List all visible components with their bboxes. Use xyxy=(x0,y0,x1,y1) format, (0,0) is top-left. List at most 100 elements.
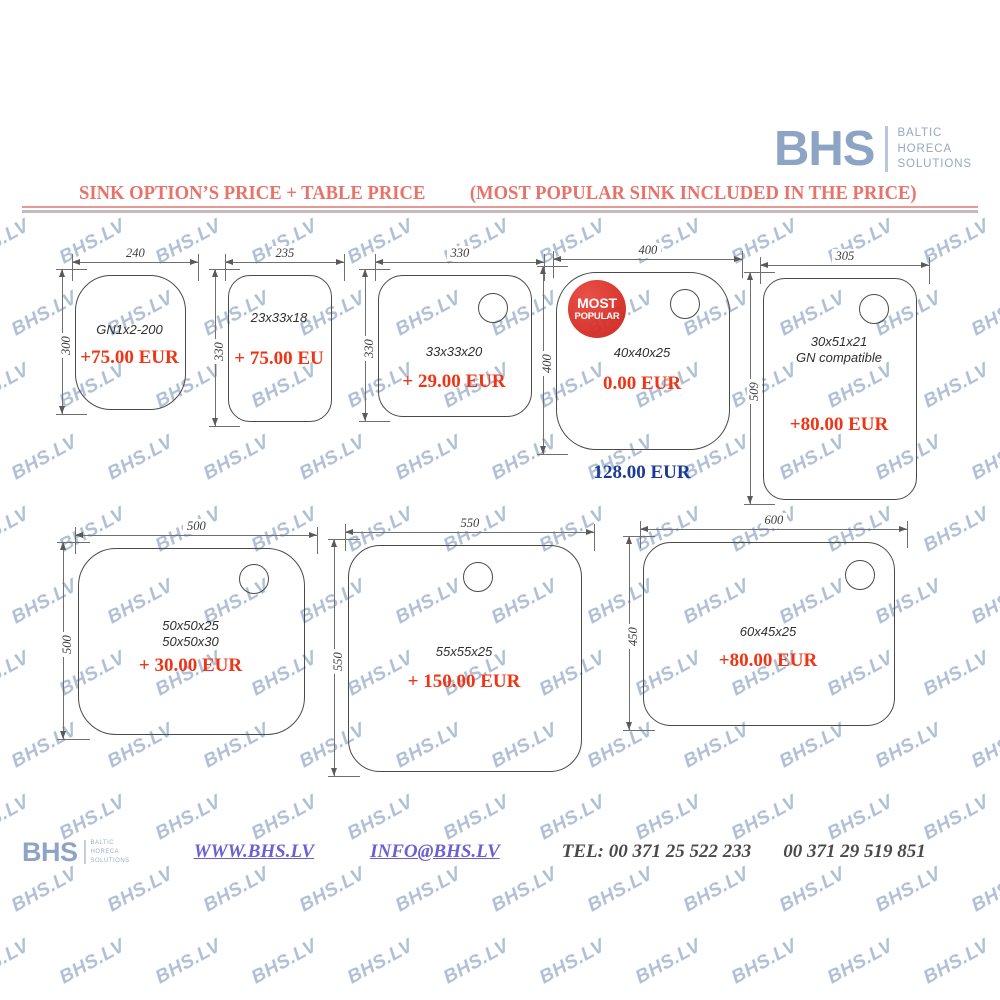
page-title-sub: (MOST POPULAR SINK INCLUDED IN THE PRICE… xyxy=(470,182,917,204)
extension-line xyxy=(56,269,87,270)
sink-outline xyxy=(75,275,186,410)
title-rule-bottom xyxy=(22,210,978,213)
dimension-arrow xyxy=(336,259,344,265)
footer: BHS BALTIC HORECA SOLUTIONS WWW.BHS.LV I… xyxy=(0,828,1000,876)
drain-hole-icon xyxy=(670,289,700,319)
dimension-arrow xyxy=(921,262,929,268)
width-dimension-line xyxy=(225,262,344,263)
sink-outline xyxy=(643,542,895,726)
dimension-arrow xyxy=(747,272,753,280)
dimension-arrow xyxy=(536,259,544,265)
extension-line xyxy=(225,254,226,281)
table-base-price-label: 128.00 EUR xyxy=(593,462,691,483)
dimension-arrow xyxy=(60,731,66,739)
dimension-arrow xyxy=(747,496,753,504)
sink-price-label: +80.00 EUR xyxy=(789,414,889,435)
extension-line xyxy=(345,524,346,551)
sink-price-label: 0.00 EUR xyxy=(602,373,682,394)
extension-line xyxy=(623,536,655,537)
sink-code-label: 30x51x21 xyxy=(810,334,868,349)
footer-tagline-line-2: HORECA xyxy=(90,848,120,855)
width-dimension-label: 600 xyxy=(760,513,788,528)
footer-logo-tagline: BALTIC HORECA SOLUTIONS xyxy=(91,839,130,866)
width-dimension-label: 500 xyxy=(183,519,210,534)
extension-line xyxy=(553,251,554,278)
dimension-arrow xyxy=(212,418,218,426)
phone-secondary: 00 371 29 519 851 xyxy=(783,841,926,862)
dimension-arrow xyxy=(190,259,198,265)
dimension-arrow xyxy=(331,768,337,776)
extension-line xyxy=(57,542,90,543)
logo-wordmark: BHS xyxy=(773,122,875,176)
sink-price-label: + 30.00 EUR xyxy=(138,655,243,676)
extension-line xyxy=(57,739,90,740)
dimension-arrow xyxy=(345,529,353,535)
width-dimension-line xyxy=(345,532,594,533)
page-title: SINK OPTION’S PRICE + TABLE PRICE (MOST … xyxy=(0,182,1000,205)
sink-code-label: 40x40x25 xyxy=(613,345,671,360)
email-link[interactable]: INFO@BHS.LV xyxy=(370,841,500,862)
page-title-main: SINK OPTION’S PRICE + TABLE PRICE xyxy=(79,182,426,204)
extension-line xyxy=(744,504,775,505)
sink-code-label: 60x45x25 xyxy=(739,624,797,639)
sink-price-label: +80.00 EUR xyxy=(718,650,818,671)
logo-tagline: BALTIC HORECA SOLUTIONS xyxy=(897,126,972,172)
footer-logo-wordmark: BHS xyxy=(22,836,78,867)
logo-divider xyxy=(885,126,889,173)
website-link[interactable]: WWW.BHS.LV xyxy=(193,841,315,862)
drain-hole-icon xyxy=(859,294,889,324)
sink-code-label-secondary: 50x50x30 xyxy=(162,634,219,649)
height-dimension-label: 450 xyxy=(626,624,641,649)
width-dimension-label: 330 xyxy=(446,246,474,261)
extension-line xyxy=(359,269,390,270)
width-dimension-label: 305 xyxy=(831,249,859,264)
extension-line xyxy=(929,257,930,284)
header-logo: BHS BALTIC HORECA SOLUTIONS xyxy=(773,122,972,176)
extension-line xyxy=(198,254,199,281)
drain-hole-icon xyxy=(478,293,508,323)
extension-line xyxy=(328,539,360,540)
dimension-arrow xyxy=(626,536,632,544)
logo-tagline-line-3: SOLUTIONS xyxy=(897,157,972,170)
sink-code-label: GN1x2-200 xyxy=(96,322,163,337)
dimension-arrow xyxy=(899,526,907,532)
extension-line xyxy=(623,730,655,731)
sink-outline xyxy=(763,278,917,500)
sink-outline xyxy=(348,545,582,772)
logo-tagline-line-2: HORECA xyxy=(897,142,953,155)
sink-code-label-secondary: GN compatible xyxy=(796,350,882,365)
footer-tagline-line-1: BALTIC xyxy=(90,839,115,846)
dimension-arrow xyxy=(640,526,648,532)
extension-line xyxy=(375,254,376,281)
width-dimension-label: 240 xyxy=(122,246,149,261)
sink-outline xyxy=(378,275,532,417)
dimension-arrow xyxy=(540,266,546,274)
extension-line xyxy=(56,414,87,415)
dimension-arrow xyxy=(375,259,383,265)
dimension-arrow xyxy=(540,446,546,454)
sink-code-label: 23x33x18 xyxy=(250,310,308,325)
sink-price-label: + 150.00 EUR xyxy=(407,671,521,692)
phone-primary: TEL: 00 371 25 522 233 xyxy=(561,841,752,862)
extension-line xyxy=(75,527,76,554)
dimension-arrow xyxy=(59,269,65,277)
dimension-arrow xyxy=(553,256,561,262)
footer-logo: BHS BALTIC HORECA SOLUTIONS xyxy=(22,836,130,867)
width-dimension-label: 400 xyxy=(634,243,662,258)
sink-code-label: 50x50x25 xyxy=(162,618,219,633)
extension-line xyxy=(72,254,73,281)
dimension-arrow xyxy=(75,532,83,538)
footer-tagline-line-3: SOLUTIONS xyxy=(90,857,130,864)
width-dimension-line xyxy=(375,262,544,263)
extension-line xyxy=(744,272,775,273)
sink-price-label: + 75.00 EU xyxy=(234,348,324,369)
logo-tagline-line-1: BALTIC xyxy=(897,127,943,140)
width-dimension-line xyxy=(75,535,317,536)
